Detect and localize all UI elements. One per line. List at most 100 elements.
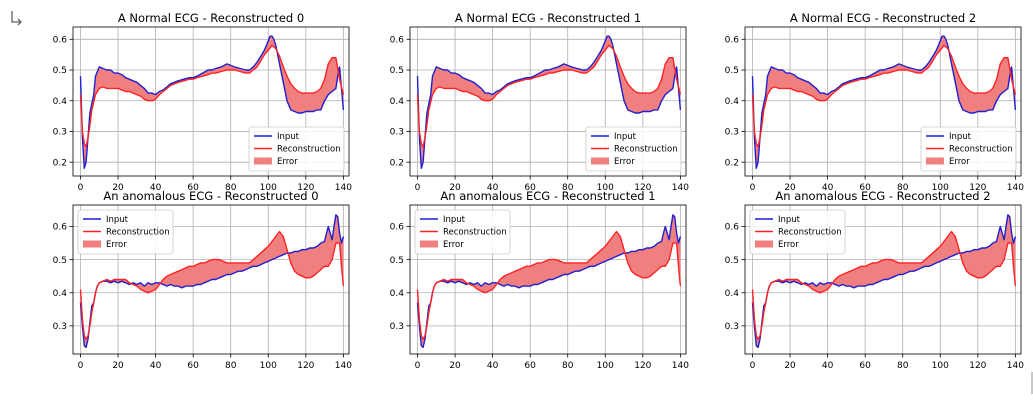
output-scrollbar[interactable]: [1031, 372, 1033, 394]
x-tick-label: 40: [487, 361, 499, 371]
y-tick-label: 0.6: [390, 35, 405, 45]
input-series-line: [416, 35, 682, 170]
axes-frame: [744, 26, 1022, 177]
reconstruction-series-line: [751, 230, 1017, 340]
input-series-line: [751, 35, 1017, 170]
legend-reconstruction-label: Reconstruction: [106, 228, 170, 238]
subplot-2: A Normal ECG - Reconstructed 2 0 20 40 60 80 1…: [725, 11, 1025, 193]
x-tick-label: 100: [932, 183, 949, 193]
x-tick-label: 120: [969, 183, 986, 193]
subplot-1: A Normal ECG - Reconstructed 1 0 20 40 60 80 1…: [390, 11, 690, 193]
legend-input-label: Input: [614, 132, 637, 142]
x-tick-label: 140: [672, 361, 689, 371]
chart-title: A Normal ECG - Reconstructed 2: [790, 11, 976, 25]
x-tick-label: 40: [822, 183, 834, 193]
legend-box: [920, 126, 1017, 172]
x-tick-label: 20: [112, 361, 124, 371]
y-tick-label: 0.5: [53, 66, 67, 76]
legend-error-label: Error: [443, 240, 464, 250]
x-tick-label: 100: [260, 183, 277, 193]
legend-error-label: Error: [949, 157, 970, 167]
reconstruction-series-line: [79, 230, 345, 340]
chart-title: An anomalous ECG - Reconstructed 0: [103, 189, 318, 203]
error-fill-area: [752, 36, 1016, 169]
legend-error-swatch: [755, 240, 773, 248]
legend-reconstruction-label: Reconstruction: [277, 145, 341, 155]
legend-box: [248, 126, 345, 172]
x-tick-label: 100: [597, 183, 614, 193]
chart-title: An anomalous ECG - Reconstructed 1: [440, 189, 655, 203]
y-tick-label: 0.4: [390, 289, 405, 299]
x-tick-label: 80: [225, 361, 237, 371]
y-tick-label: 0.5: [390, 66, 404, 76]
x-tick-label: 20: [784, 361, 796, 371]
y-tick-label: 0.5: [725, 256, 739, 266]
error-fill-area: [417, 214, 681, 348]
legend-reconstruction-label: Reconstruction: [614, 145, 678, 155]
y-tick-label: 0.4: [53, 97, 68, 107]
legend-input-label: Input: [778, 215, 801, 225]
x-tick-label: 120: [297, 361, 314, 371]
x-tick-label: 0: [750, 183, 756, 193]
legend-reconstruction-label: Reconstruction: [443, 228, 507, 238]
x-tick-label: 120: [969, 361, 986, 371]
legend-box: [585, 126, 682, 172]
x-tick-label: 20: [449, 183, 461, 193]
x-tick-label: 140: [1007, 361, 1024, 371]
y-tick-label: 0.3: [53, 128, 67, 138]
x-tick-label: 80: [897, 183, 909, 193]
y-tick-label: 0.5: [53, 256, 67, 266]
y-tick-label: 0.5: [725, 66, 739, 76]
x-tick-label: 140: [1007, 183, 1024, 193]
legend-error-label: Error: [614, 157, 635, 167]
reconstruction-series-line: [751, 44, 1017, 148]
x-tick-label: 20: [449, 361, 461, 371]
x-tick-label: 20: [112, 183, 124, 193]
reconstruction-series-line: [416, 44, 682, 148]
chart-title: A Normal ECG - Reconstructed 0: [118, 11, 304, 25]
axes-frame: [744, 204, 1022, 355]
y-tick-label: 0.5: [390, 256, 404, 266]
subplot-0: A Normal ECG - Reconstructed 0 0 20 40 60 80 1…: [53, 11, 353, 193]
chart-title: An anomalous ECG - Reconstructed 2: [775, 189, 990, 203]
x-tick-label: 100: [597, 361, 614, 371]
x-tick-label: 100: [932, 361, 949, 371]
x-tick-label: 40: [150, 361, 162, 371]
legend-box: [77, 209, 174, 255]
x-tick-label: 60: [859, 183, 871, 193]
x-tick-label: 0: [78, 361, 84, 371]
y-tick-label: 0.4: [725, 97, 740, 107]
axes-frame: [72, 204, 350, 355]
error-fill-area: [80, 36, 344, 169]
axes-frame: [409, 26, 687, 177]
y-tick-label: 0.6: [390, 223, 405, 233]
legend-error-swatch: [83, 240, 101, 248]
x-tick-label: 80: [897, 361, 909, 371]
reconstruction-series-line: [416, 230, 682, 340]
legend: Input Reconstruction Error: [77, 209, 174, 255]
legend-reconstruction-label: Reconstruction: [778, 228, 842, 238]
legend-input-label: Input: [443, 215, 466, 225]
reconstruction-series-line: [79, 44, 345, 148]
output-arrow-icon[interactable]: [10, 10, 26, 26]
y-tick-label: 0.3: [390, 322, 404, 332]
y-tick-label: 0.6: [725, 35, 740, 45]
input-series-line: [79, 214, 345, 349]
legend: Input Reconstruction Error: [749, 209, 846, 255]
x-tick-label: 40: [822, 361, 834, 371]
y-tick-label: 0.6: [53, 35, 68, 45]
y-tick-label: 0.3: [53, 322, 67, 332]
y-tick-label: 0.2: [53, 158, 67, 168]
y-tick-label: 0.2: [725, 158, 739, 168]
legend-error-label: Error: [106, 240, 127, 250]
legend: Input Reconstruction Error: [414, 209, 511, 255]
error-fill-area: [417, 36, 681, 169]
error-fill-area: [80, 214, 344, 348]
legend-input-label: Input: [949, 132, 972, 142]
y-tick-label: 0.3: [390, 128, 404, 138]
x-tick-label: 60: [187, 361, 199, 371]
x-tick-label: 40: [150, 183, 162, 193]
y-tick-label: 0.3: [725, 128, 739, 138]
subplot-5: An anomalous ECG - Reconstructed 2 0 20 40 6…: [725, 189, 1025, 371]
